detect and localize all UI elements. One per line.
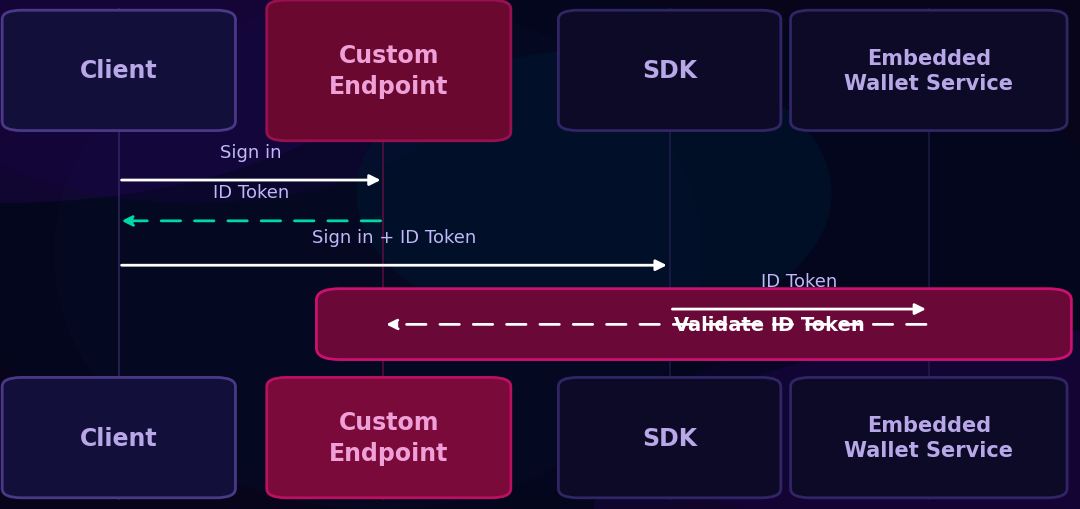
FancyBboxPatch shape — [2, 11, 235, 131]
Ellipse shape — [648, 331, 1080, 509]
Ellipse shape — [0, 0, 432, 204]
Text: Validate ID Token: Validate ID Token — [674, 315, 865, 334]
Ellipse shape — [0, 0, 464, 204]
Text: Custom
Endpoint: Custom Endpoint — [329, 410, 448, 465]
FancyBboxPatch shape — [558, 378, 781, 498]
Text: SDK: SDK — [642, 426, 698, 450]
Text: Client: Client — [80, 426, 158, 450]
Text: ID Token: ID Token — [761, 272, 837, 290]
FancyBboxPatch shape — [791, 378, 1067, 498]
Text: Embedded
Wallet Service: Embedded Wallet Service — [845, 48, 1013, 94]
Ellipse shape — [54, 0, 702, 509]
FancyBboxPatch shape — [558, 11, 781, 131]
Text: Custom
Endpoint: Custom Endpoint — [329, 44, 448, 99]
FancyBboxPatch shape — [791, 11, 1067, 131]
Text: Client: Client — [80, 59, 158, 83]
Text: Embedded
Wallet Service: Embedded Wallet Service — [845, 415, 1013, 461]
FancyBboxPatch shape — [267, 1, 511, 142]
Text: ID Token: ID Token — [213, 184, 289, 202]
Text: Sign in + ID Token: Sign in + ID Token — [312, 229, 476, 246]
FancyBboxPatch shape — [267, 378, 511, 498]
Ellipse shape — [594, 331, 1080, 509]
Text: Sign in: Sign in — [220, 144, 282, 161]
FancyBboxPatch shape — [2, 378, 235, 498]
FancyBboxPatch shape — [316, 289, 1071, 360]
Ellipse shape — [356, 51, 832, 336]
Text: SDK: SDK — [642, 59, 698, 83]
